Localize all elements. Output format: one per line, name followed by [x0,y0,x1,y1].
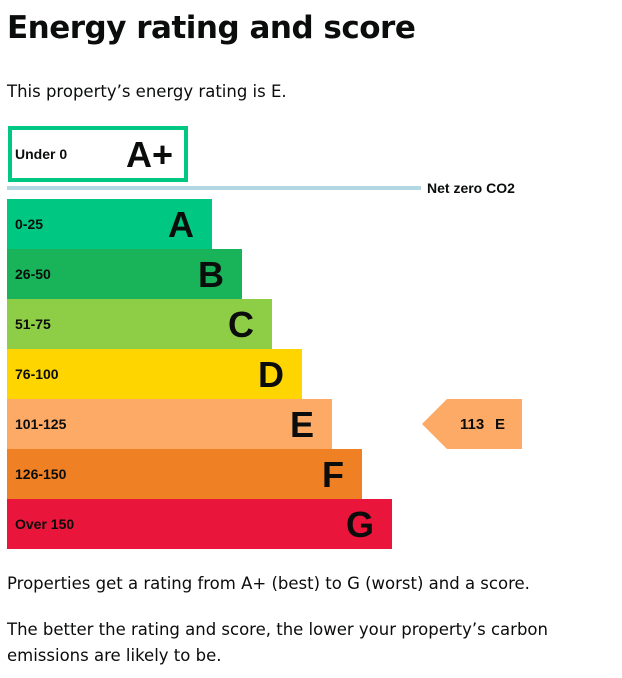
score-explanation-text: The better the rating and score, the low… [7,620,548,665]
band-b-range: 26-50 [15,266,51,282]
band-a-plus-range: Under 0 [15,146,67,162]
band-c-range: 51-75 [15,316,51,332]
band-d-letter: D [258,354,284,395]
current-rating-letter: E [495,416,505,433]
band-a-range: 0-25 [15,216,43,232]
current-score: 113 [460,416,484,433]
band-a-plus-box [8,126,188,182]
band-d-range: 76-100 [15,366,59,382]
band-d-bar [7,349,302,399]
score-explanation: The better the rating and score, the low… [7,617,619,669]
band-a-plus-letter: A+ [126,134,173,175]
rating-explanation: Properties get a rating from A+ (best) t… [7,574,530,593]
band-f-letter: F [322,454,344,495]
band-e-bar [7,399,332,449]
page-title: Energy rating and score [7,10,416,46]
band-b-letter: B [198,254,224,295]
band-c-bar [7,299,272,349]
band-b-bar [7,249,242,299]
net-zero-label: Net zero CO2 [427,180,515,196]
band-f-range: 126-150 [15,466,67,482]
band-f-bar [7,449,362,499]
current-rating-marker [422,399,522,449]
band-g-bar [7,499,392,549]
band-a-letter: A [168,204,194,245]
band-g-letter: G [346,504,374,545]
rating-summary: This property’s energy rating is E. [7,82,287,101]
net-zero-line [7,186,421,190]
band-e-letter: E [290,404,314,445]
band-g-range: Over 150 [15,516,74,532]
band-e-range: 101-125 [15,416,67,432]
band-c-letter: C [228,304,254,345]
band-a-bar [7,199,212,249]
